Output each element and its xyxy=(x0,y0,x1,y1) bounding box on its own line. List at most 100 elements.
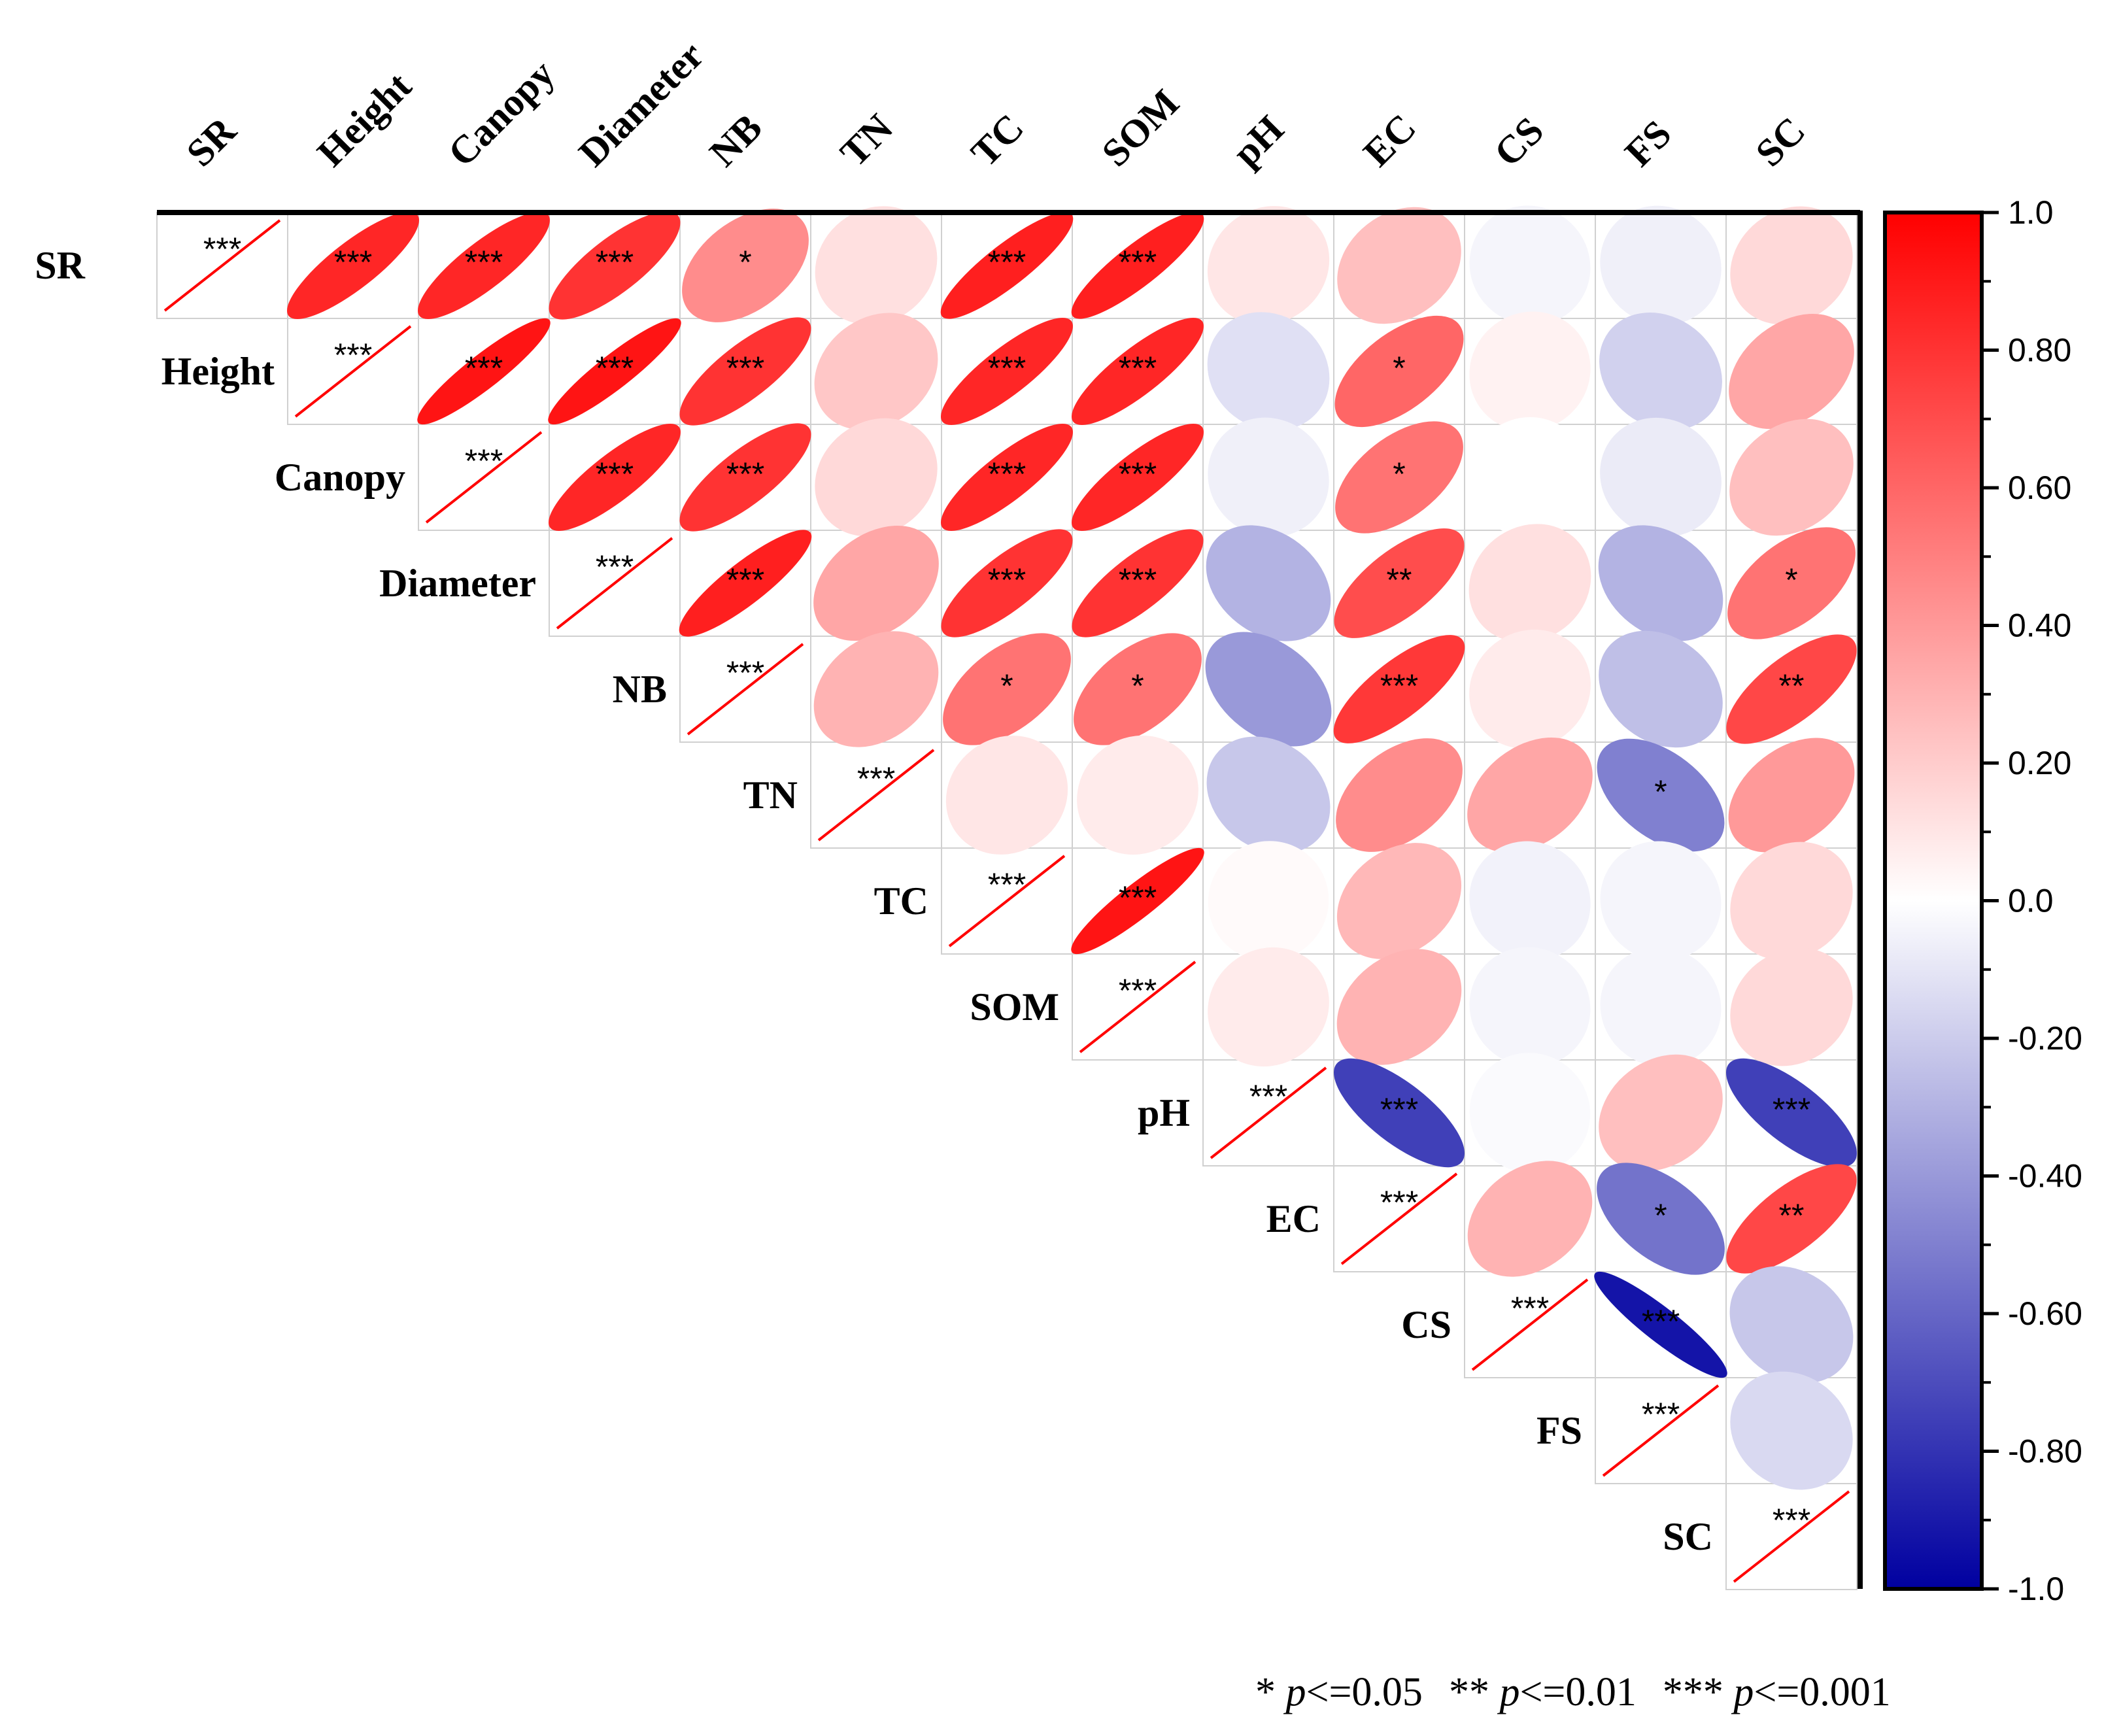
row-label-diameter: Diameter xyxy=(379,562,536,605)
col-label-ph: pH xyxy=(1225,107,1292,175)
cell-som-cs-ellipse xyxy=(1469,947,1591,1067)
cell-tc-sc-ellipse xyxy=(1730,842,1853,961)
cell-height-ec-ellipse xyxy=(1334,315,1464,428)
col-label-ec: EC xyxy=(1355,106,1425,175)
cell-nb-ec-ellipse xyxy=(1333,635,1465,743)
legend-p-3: p xyxy=(1731,1670,1754,1714)
row-label-som: SOM xyxy=(970,985,1059,1029)
cell-tn-tn-significance: *** xyxy=(857,760,895,797)
cell-tn-fs-significance: * xyxy=(1654,774,1667,810)
row-label-ph: pH xyxy=(1138,1091,1190,1134)
cell-sr-nb-significance: * xyxy=(739,244,751,281)
cell-canopy-canopy-significance: *** xyxy=(465,443,503,479)
col-label-diameter: Diameter xyxy=(571,33,712,175)
cell-canopy-som-ellipse xyxy=(1072,424,1204,531)
cell-canopy-tc-ellipse xyxy=(941,424,1073,531)
matrix-cells: *** *** *** *** * *** ****** *** *** *** *** *** ***… xyxy=(163,205,1857,1583)
cell-diameter-som-ellipse xyxy=(1072,529,1204,638)
cell-canopy-tn-ellipse xyxy=(815,418,938,537)
cell-height-tc-ellipse xyxy=(941,318,1073,425)
cell-diameter-sc-ellipse xyxy=(1727,527,1856,639)
cell-ec-sc-significance: ** xyxy=(1779,1197,1805,1234)
cell-ph-sc-significance: *** xyxy=(1773,1091,1810,1128)
cell-sr-ec-ellipse xyxy=(1337,207,1461,324)
cell-height-sc-ellipse xyxy=(1729,313,1854,430)
cell-fs-sc-ellipse xyxy=(1730,1371,1853,1490)
cell-sr-som-ellipse xyxy=(1071,212,1204,319)
colorbar-tick-label-1: 0.80 xyxy=(2008,332,2071,369)
colorbar-tick-label-4: 0.20 xyxy=(2008,745,2071,781)
cell-cs-fs-ellipse xyxy=(1594,1271,1727,1378)
colorbar-tick-label-0: 1.0 xyxy=(2008,194,2054,231)
row-label-tc: TC xyxy=(874,879,928,923)
cell-sr-cs-ellipse xyxy=(1469,205,1591,326)
cell-tn-tc-ellipse xyxy=(945,736,1068,855)
cell-cs-fs-significance: *** xyxy=(1642,1303,1680,1340)
cell-som-fs-ellipse xyxy=(1600,947,1722,1067)
cell-canopy-ph-ellipse xyxy=(1208,417,1329,537)
cell-canopy-som-significance: *** xyxy=(1119,456,1157,492)
cell-sr-nb-ellipse xyxy=(682,209,809,322)
cell-nb-tn-ellipse xyxy=(813,631,939,747)
row-label-canopy: Canopy xyxy=(275,456,405,499)
cell-height-nb-ellipse xyxy=(679,317,811,426)
cell-tn-cs-ellipse xyxy=(1467,737,1593,853)
cell-ec-fs-significance: * xyxy=(1654,1197,1667,1234)
cell-tn-som-ellipse xyxy=(1077,735,1198,855)
colorbar-tick-label-6: -0.20 xyxy=(2008,1020,2082,1057)
col-label-tn: TN xyxy=(832,106,902,175)
cell-som-ph-ellipse xyxy=(1208,947,1329,1067)
row-label-cs: CS xyxy=(1401,1303,1451,1346)
cell-canopy-nb-ellipse xyxy=(679,423,811,532)
col-label-tc: TC xyxy=(963,106,1032,175)
cell-fs-fs-diagonal-line xyxy=(1602,1384,1720,1477)
cell-nb-fs-ellipse xyxy=(1599,630,1723,748)
colorbar: 1.0 0.80 0.60 0.40 0.20 0.0 -0.20 -0.40 -0.60 -0.… xyxy=(1883,194,2082,1607)
colorbar-tick-label-5: 0.0 xyxy=(2008,883,2054,919)
cell-cs-cs-significance: *** xyxy=(1511,1290,1549,1327)
cell-nb-tc-ellipse xyxy=(943,633,1071,745)
cell-height-som-ellipse xyxy=(1072,318,1204,425)
cell-tc-fs-ellipse xyxy=(1600,841,1722,961)
col-label-som: SOM xyxy=(1094,81,1187,175)
col-label-canopy: Canopy xyxy=(440,52,563,175)
row-label-fs: FS xyxy=(1536,1409,1582,1452)
cell-nb-ec-significance: *** xyxy=(1380,668,1418,704)
cell-sr-sr-diagonal-line xyxy=(163,219,281,312)
cell-diameter-ec-ellipse xyxy=(1334,528,1465,638)
cell-som-sc-ellipse xyxy=(1730,947,1853,1066)
cell-height-canopy-ellipse xyxy=(417,318,551,425)
col-label-cs: CS xyxy=(1486,109,1552,175)
cell-ec-fs-ellipse xyxy=(1597,1163,1725,1275)
cell-ec-sc-ellipse xyxy=(1726,1164,1857,1274)
cell-diameter-diameter-diagonal-line xyxy=(556,537,673,630)
col-label-sr: SR xyxy=(178,109,245,175)
legend-star-2: ** xyxy=(1449,1670,1500,1714)
cell-diameter-nb-significance: *** xyxy=(726,562,764,598)
cell-canopy-diameter-significance: *** xyxy=(596,456,634,492)
cell-diameter-sc-significance: * xyxy=(1785,562,1797,598)
cell-nb-ph-ellipse xyxy=(1205,632,1332,747)
cell-height-tn-ellipse xyxy=(814,313,938,430)
cell-height-diameter-significance: *** xyxy=(596,350,634,386)
row-label-sc: SC xyxy=(1663,1515,1713,1558)
cell-diameter-tc-ellipse xyxy=(941,529,1073,638)
cell-height-nb-significance: *** xyxy=(726,350,764,386)
cell-height-fs-ellipse xyxy=(1599,313,1722,430)
cell-nb-nb-diagonal-line xyxy=(687,643,804,736)
cell-sr-ph-ellipse xyxy=(1207,206,1330,325)
cell-height-ph-ellipse xyxy=(1207,312,1330,431)
cell-tc-ph-ellipse xyxy=(1208,841,1329,961)
cell-sc-sc-significance: *** xyxy=(1773,1502,1810,1539)
col-label-sc: SC xyxy=(1748,109,1814,175)
cell-tc-som-significance: *** xyxy=(1119,879,1157,916)
cell-nb-sc-ellipse xyxy=(1726,634,1857,744)
cell-canopy-fs-ellipse xyxy=(1600,417,1722,537)
colorbar-tick-label-9: -0.80 xyxy=(2008,1433,2082,1470)
cell-ph-ec-ellipse xyxy=(1334,1058,1465,1168)
cell-nb-som-significance: * xyxy=(1131,668,1144,704)
cell-canopy-cs-ellipse xyxy=(1470,417,1590,538)
cell-height-canopy-significance: *** xyxy=(465,350,503,386)
cell-height-ec-significance: * xyxy=(1393,350,1405,386)
cell-sr-fs-ellipse xyxy=(1600,205,1722,326)
